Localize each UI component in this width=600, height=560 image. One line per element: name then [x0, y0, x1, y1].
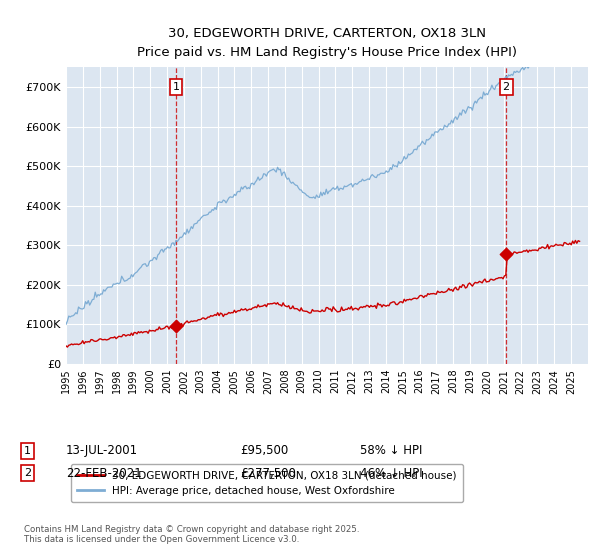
Text: 1: 1 [172, 82, 179, 92]
Text: £95,500: £95,500 [240, 444, 288, 458]
Text: 1: 1 [24, 446, 31, 456]
Text: 13-JUL-2001: 13-JUL-2001 [66, 444, 138, 458]
Text: Contains HM Land Registry data © Crown copyright and database right 2025.
This d: Contains HM Land Registry data © Crown c… [24, 525, 359, 544]
Title: 30, EDGEWORTH DRIVE, CARTERTON, OX18 3LN
Price paid vs. HM Land Registry's House: 30, EDGEWORTH DRIVE, CARTERTON, OX18 3LN… [137, 27, 517, 59]
Point [171, 322, 181, 331]
Legend: 30, EDGEWORTH DRIVE, CARTERTON, OX18 3LN (detached house), HPI: Average price, d: 30, EDGEWORTH DRIVE, CARTERTON, OX18 3LN… [71, 464, 463, 502]
Text: £277,500: £277,500 [240, 466, 296, 480]
Text: 46% ↓ HPI: 46% ↓ HPI [360, 466, 422, 480]
Text: 58% ↓ HPI: 58% ↓ HPI [360, 444, 422, 458]
Text: 2: 2 [24, 468, 31, 478]
Text: 22-FEB-2021: 22-FEB-2021 [66, 466, 142, 480]
Point [502, 250, 511, 259]
Text: 2: 2 [503, 82, 510, 92]
